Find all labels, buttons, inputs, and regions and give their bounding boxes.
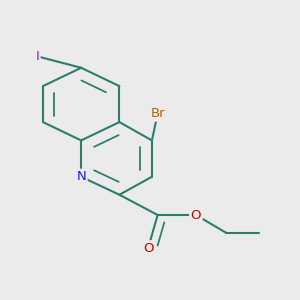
Text: N: N (76, 170, 86, 183)
Text: Br: Br (150, 107, 165, 120)
Text: O: O (143, 242, 153, 255)
Text: O: O (190, 208, 201, 221)
Text: I: I (35, 50, 39, 63)
